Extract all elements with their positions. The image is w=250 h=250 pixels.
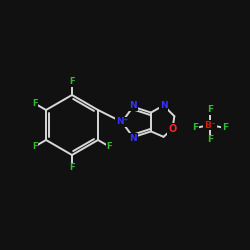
Text: N: N xyxy=(129,101,137,110)
Text: F: F xyxy=(32,142,38,151)
Text: N: N xyxy=(129,134,137,143)
Text: F: F xyxy=(69,164,75,172)
Text: F: F xyxy=(106,142,112,151)
Text: N⁺: N⁺ xyxy=(116,118,128,126)
Text: F: F xyxy=(222,124,228,132)
Text: F: F xyxy=(69,78,75,86)
Text: F: F xyxy=(192,124,198,132)
Text: F: F xyxy=(207,106,213,114)
Text: F: F xyxy=(207,136,213,144)
Text: B⁻: B⁻ xyxy=(204,120,216,130)
Text: F: F xyxy=(32,99,38,108)
Text: O: O xyxy=(168,124,177,134)
Text: N: N xyxy=(160,101,167,110)
